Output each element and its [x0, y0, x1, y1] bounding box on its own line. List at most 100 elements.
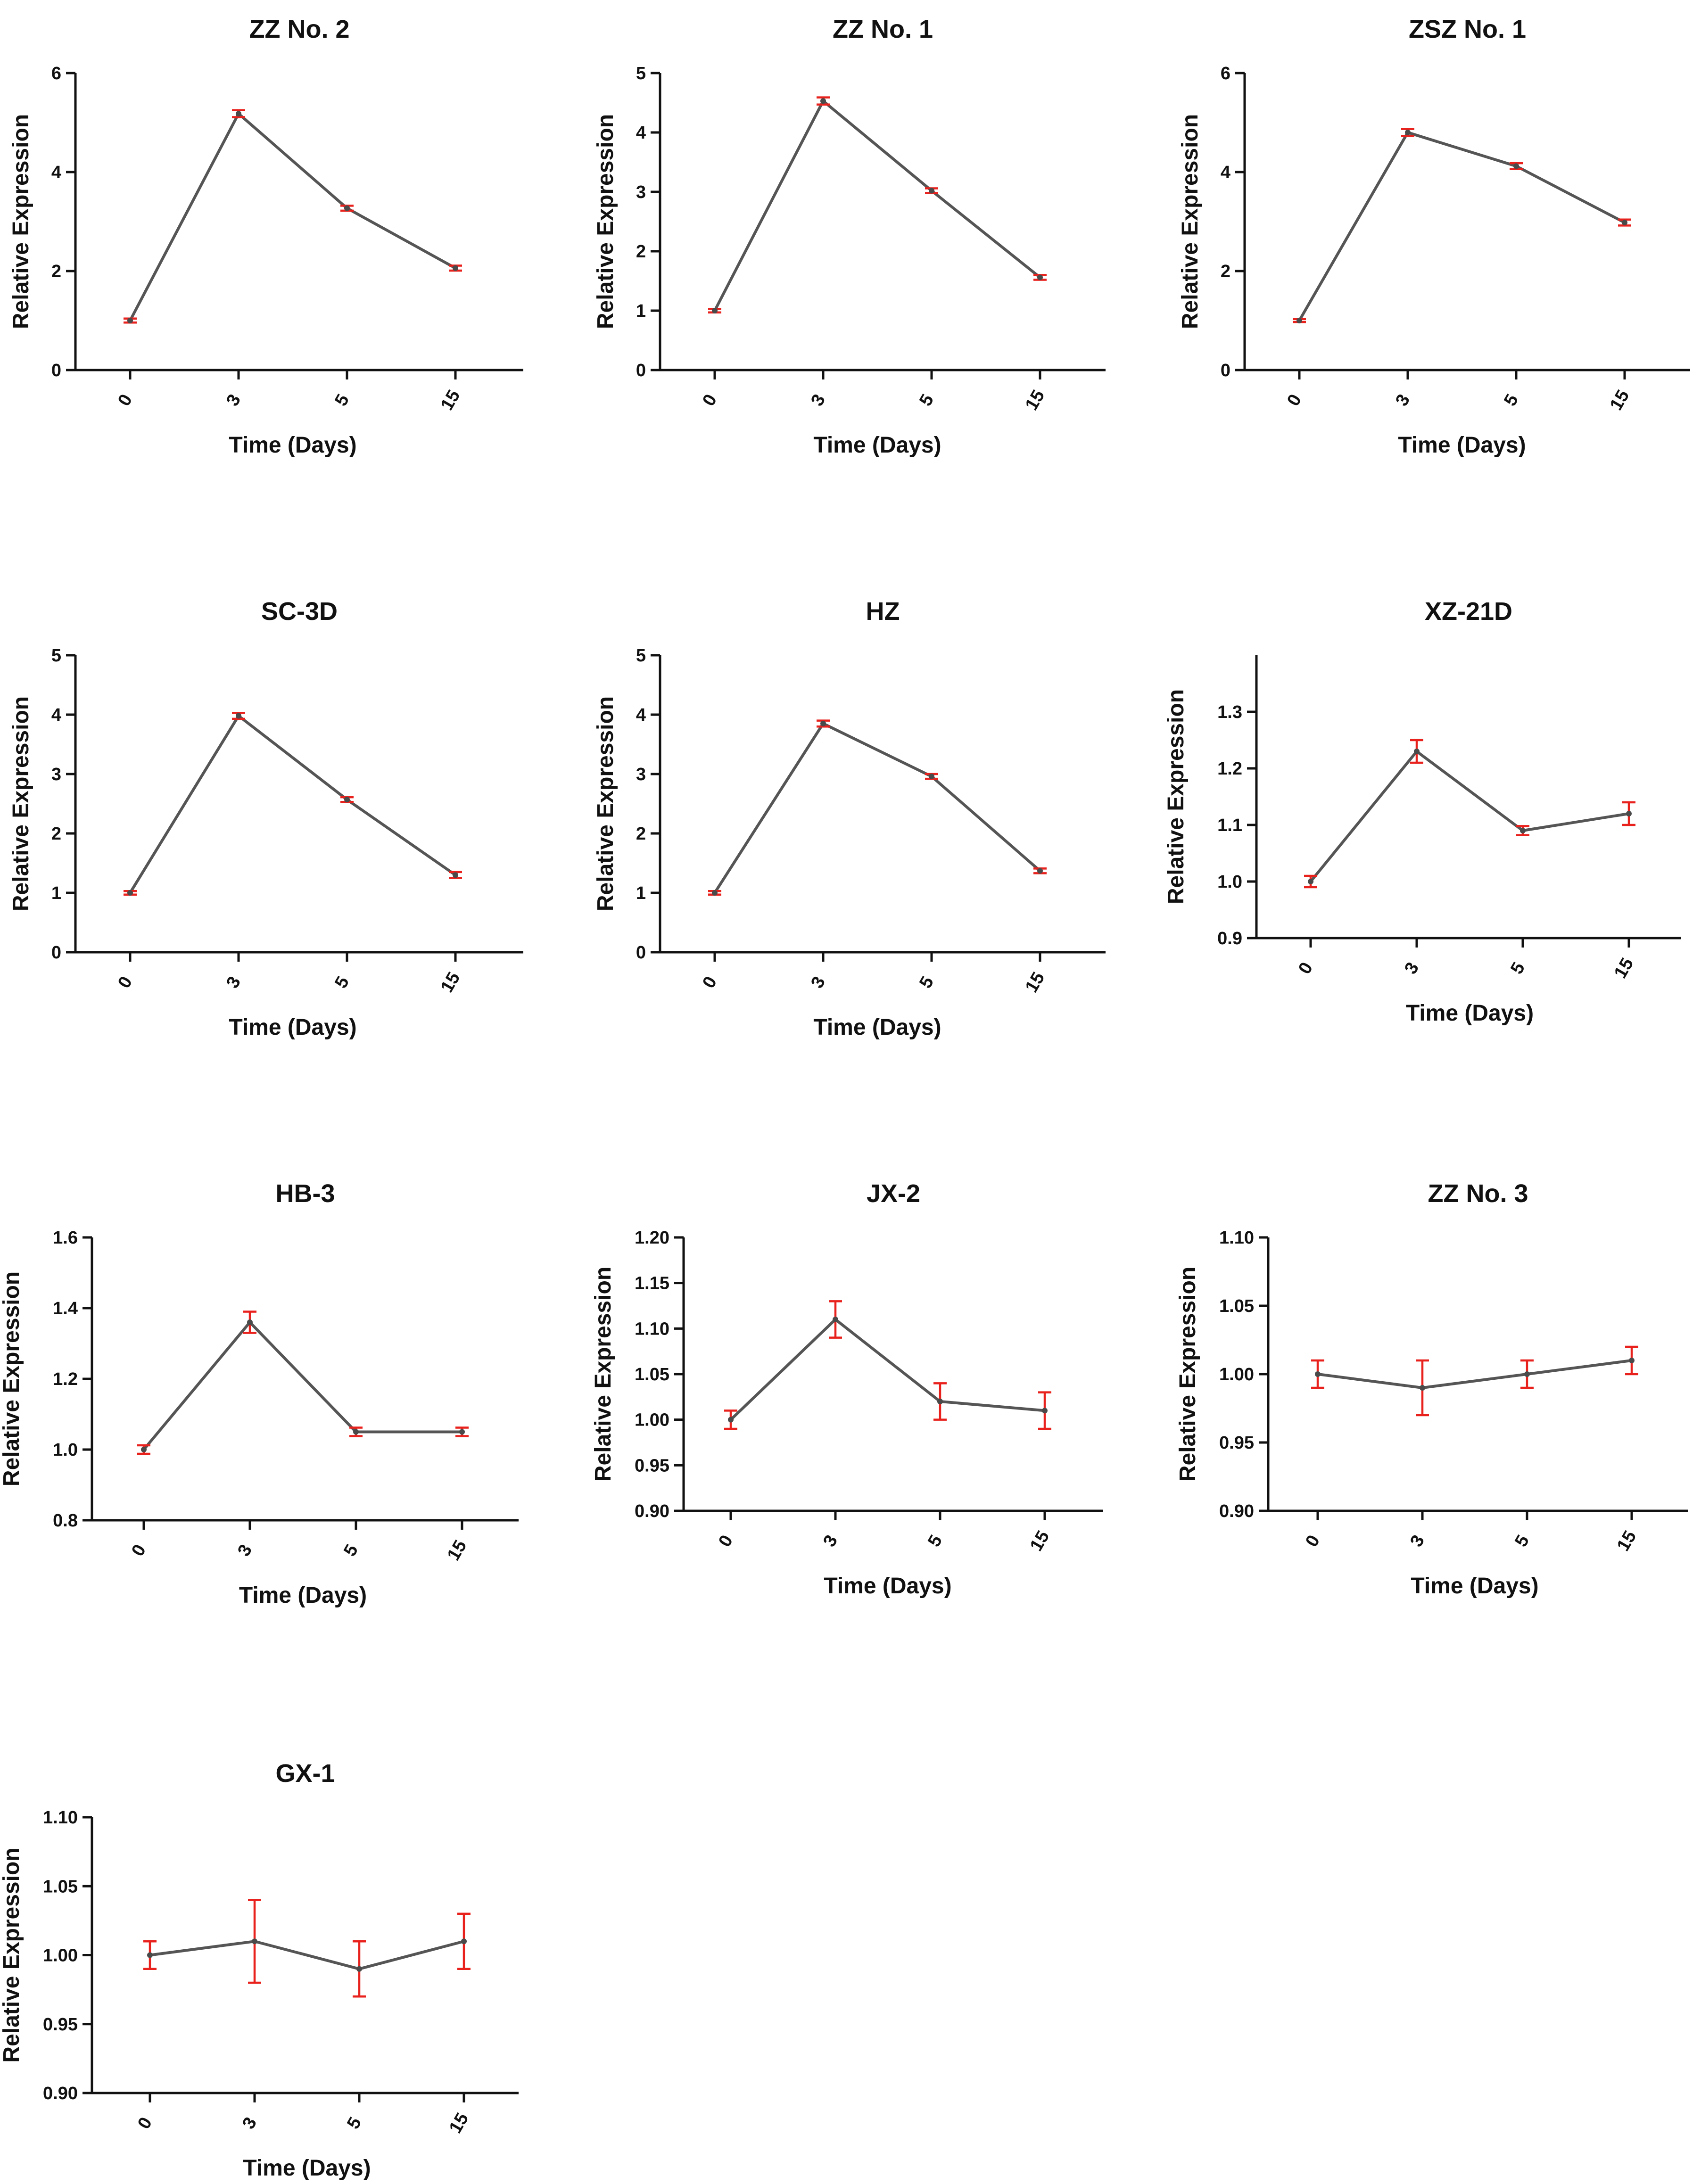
- x-tick-label: 15: [444, 1537, 471, 1564]
- y-tick-label: 1: [636, 301, 646, 321]
- data-point: [728, 1417, 734, 1423]
- y-tick-label: 1.10: [1219, 1228, 1254, 1248]
- y-tick-label: 0: [1221, 361, 1230, 380]
- y-tick-label: 1.20: [635, 1228, 669, 1248]
- data-point: [353, 1429, 359, 1435]
- y-tick-label: 0.95: [1219, 1433, 1254, 1453]
- y-tick-label: 1.15: [635, 1274, 669, 1294]
- x-tick-label: 3: [807, 391, 829, 409]
- y-tick-label: 2: [51, 824, 61, 844]
- x-tick-label: 5: [1511, 1532, 1533, 1550]
- chart-title: HZ: [866, 597, 900, 626]
- y-tick-label: 0: [636, 361, 646, 380]
- x-axis-label: Time (Days): [813, 1015, 941, 1040]
- y-axis-label: Relative Expression: [8, 114, 33, 329]
- series-line: [129, 111, 456, 321]
- data-point: [712, 890, 718, 896]
- data-point: [1629, 1358, 1635, 1363]
- data-point: [937, 1399, 943, 1404]
- x-tick-label: 3: [239, 2114, 261, 2132]
- data-point: [1042, 1408, 1048, 1414]
- y-tick-label: 1.3: [1217, 702, 1242, 722]
- x-tick-label: 15: [437, 969, 464, 996]
- y-axis-label: Relative Expression: [1164, 689, 1189, 904]
- chart-title: HB-3: [275, 1179, 335, 1208]
- data-point: [344, 797, 350, 803]
- data-point: [1037, 274, 1043, 280]
- x-tick-label: 0: [128, 1541, 150, 1559]
- chart-title: ZZ No. 1: [833, 15, 933, 43]
- x-axis-label: Time (Days): [1411, 1574, 1538, 1599]
- x-tick-label: 5: [1500, 391, 1522, 409]
- y-axis-label: Relative Expression: [0, 1271, 24, 1486]
- data-point: [1405, 130, 1411, 135]
- data-point: [247, 1319, 253, 1325]
- y-tick-label: 4: [51, 705, 61, 725]
- x-tick-label: 15: [1613, 1527, 1641, 1555]
- series-line: [1309, 749, 1629, 882]
- chart-panel: SC-3D 0 1 2 3 4 5 0 3 5 15 Time (Days) Relative Expr…: [8, 597, 523, 1040]
- data-point: [1037, 868, 1043, 874]
- x-axis-label: Time (Days): [824, 1574, 951, 1599]
- chart-panel: GX-1 0.90 0.95 1.00 1.05 1.10 0 3 5 15 Time (Days)…: [0, 1759, 519, 2181]
- chart-panel: JX-2 0.90 0.95 1.00 1.05 1.10 1.15 1.20 0 3 5 15 Tim…: [591, 1179, 1103, 1599]
- data-point: [1626, 811, 1632, 816]
- series-line: [713, 722, 1041, 894]
- x-axis-label: Time (Days): [239, 1583, 367, 1608]
- y-axis-label: Relative Expression: [593, 696, 618, 911]
- y-tick-label: 0.90: [43, 2084, 78, 2103]
- y-tick-label: 6: [51, 64, 61, 83]
- data-point: [1622, 220, 1627, 226]
- data-point: [1513, 163, 1519, 169]
- y-tick-label: 1: [636, 883, 646, 903]
- y-tick-label: 1.6: [53, 1228, 78, 1248]
- x-tick-label: 5: [916, 391, 938, 409]
- data-point: [344, 205, 350, 211]
- y-tick-label: 0: [636, 943, 646, 963]
- x-tick-label: 3: [223, 973, 245, 991]
- y-tick-label: 5: [636, 646, 646, 666]
- y-tick-label: 3: [51, 765, 61, 784]
- y-tick-label: 0.95: [43, 2015, 78, 2035]
- x-tick-label: 0: [1283, 391, 1305, 409]
- data-point: [453, 265, 458, 271]
- y-tick-label: 1.0: [53, 1440, 78, 1460]
- y-tick-label: 0.9: [1217, 929, 1242, 948]
- series-line: [142, 1320, 462, 1451]
- data-point: [1296, 318, 1302, 323]
- chart-title: ZZ No. 2: [249, 15, 350, 43]
- data-point: [252, 1938, 257, 1945]
- y-tick-label: 5: [51, 646, 61, 666]
- y-tick-label: 1.00: [1219, 1365, 1254, 1385]
- x-axis-label: Time (Days): [1398, 433, 1526, 458]
- y-tick-label: 2: [1221, 262, 1230, 281]
- y-tick-label: 0.95: [635, 1456, 669, 1475]
- chart-panel: ZZ No. 1 0 1 2 3 4 5 0 3 5 15 Time (Days) Relative E…: [593, 15, 1106, 458]
- series-line: [729, 1318, 1045, 1421]
- data-point: [1308, 879, 1313, 884]
- x-tick-label: 0: [699, 973, 721, 991]
- data-point: [461, 1938, 467, 1945]
- x-tick-label: 0: [1302, 1532, 1324, 1550]
- chart-panel: XZ-21D 0.9 1.0 1.1 1.2 1.3 0 3 5 15 Time (Days) Rel…: [1164, 597, 1681, 1026]
- x-tick-label: 0: [715, 1532, 737, 1550]
- data-point: [453, 872, 458, 878]
- y-tick-label: 1.1: [1217, 816, 1242, 835]
- series-line: [1298, 131, 1626, 321]
- y-tick-label: 1.00: [635, 1410, 669, 1430]
- data-point: [1524, 1371, 1530, 1377]
- x-axis-label: Time (Days): [243, 2156, 371, 2181]
- x-tick-label: 3: [819, 1532, 842, 1550]
- x-tick-label: 0: [134, 2114, 156, 2132]
- x-tick-label: 3: [807, 973, 829, 991]
- data-point: [1315, 1371, 1321, 1377]
- y-tick-label: 1.4: [53, 1299, 78, 1319]
- data-point: [929, 188, 934, 194]
- data-point: [127, 318, 133, 323]
- y-tick-label: 0: [51, 361, 61, 380]
- x-tick-label: 15: [1610, 955, 1638, 982]
- chart-panel: ZZ No. 2 0 2 4 6 0 3 5 15 Time (Days) Relative Exp…: [8, 15, 523, 458]
- chart-title: GX-1: [275, 1759, 335, 1788]
- x-tick-label: 15: [1022, 969, 1049, 996]
